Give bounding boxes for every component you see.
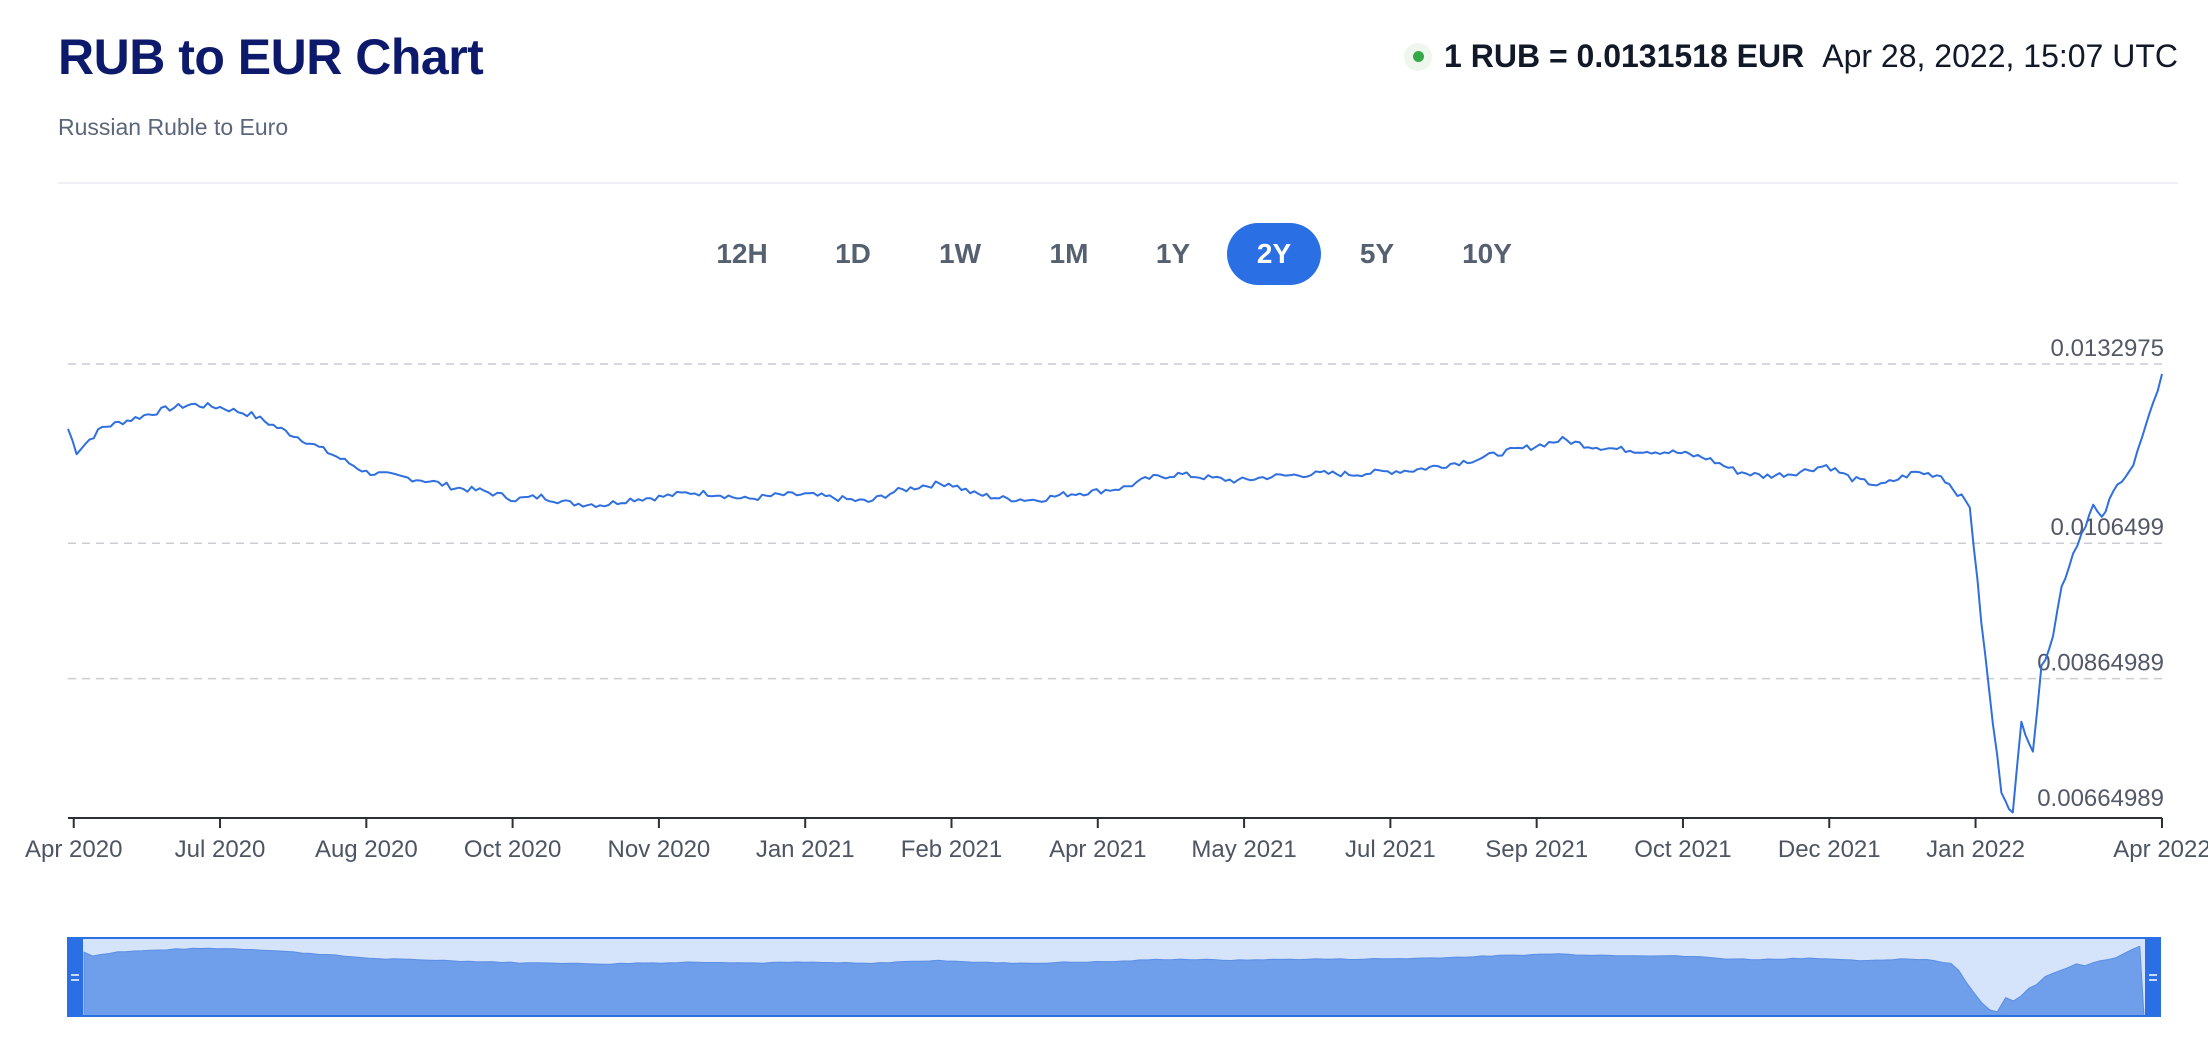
- x-tick-label: Apr 2021: [1049, 836, 1146, 863]
- x-tick-label: Nov 2020: [608, 836, 711, 863]
- navigator-handle-left[interactable]: [67, 937, 83, 1017]
- x-tick-label: Dec 2021: [1778, 836, 1881, 863]
- tab-5y[interactable]: 5Y: [1359, 238, 1395, 269]
- page-subtitle: Russian Ruble to Euro: [58, 114, 289, 140]
- tab-1w[interactable]: 1W: [939, 238, 981, 269]
- x-tick-label: Aug 2020: [315, 836, 418, 863]
- page-title: RUB to EUR Chart: [58, 29, 484, 85]
- range-tabs: 12H 1D 1W 1M 1Y 2Y 5Y 10Y: [0, 223, 2208, 285]
- x-tick-label: Jul 2021: [1345, 836, 1436, 863]
- y-tick-label: 0.0132975: [2051, 335, 2164, 362]
- range-navigator[interactable]: [0, 930, 2208, 1030]
- tab-2y[interactable]: 2Y: [1227, 223, 1321, 285]
- navigator-area: [83, 945, 2145, 1017]
- navigator-handle-right[interactable]: [2145, 937, 2161, 1017]
- x-tick-label: Sep 2021: [1485, 836, 1588, 863]
- rate-timestamp: Apr 28, 2022, 15:07 UTC: [1822, 38, 2178, 74]
- rate-value: 1 RUB = 0.0131518 EUR: [1444, 38, 1805, 74]
- x-tick-label: Jul 2020: [175, 836, 266, 863]
- x-tick-label: Oct 2021: [1634, 836, 1731, 863]
- x-tick-label: Feb 2021: [901, 836, 1002, 863]
- tab-1d[interactable]: 1D: [835, 238, 871, 269]
- y-tick-label: 0.0106499: [2051, 514, 2164, 541]
- live-rate: 1 RUB = 0.0131518 EUR Apr 28, 2022, 15:0…: [1404, 38, 2178, 75]
- line-chart[interactable]: 0.0132975 0.0106499 0.00864989 0.00664989 Ap…: [0, 330, 2208, 870]
- tab-12h[interactable]: 12H: [716, 238, 768, 269]
- x-tick-label: Jan 2021: [756, 836, 855, 863]
- tab-10y[interactable]: 10Y: [1462, 238, 1512, 269]
- y-tick-label: 0.00864989: [2037, 650, 2164, 677]
- tab-1m[interactable]: 1M: [1049, 238, 1089, 269]
- series-line: [67, 373, 2163, 814]
- header-divider: [58, 182, 2178, 184]
- tab-1y[interactable]: 1Y: [1155, 238, 1191, 269]
- live-status-icon: [1404, 42, 1433, 71]
- x-tick-label: Oct 2020: [464, 836, 561, 863]
- x-tick-label: Jan 2022: [1926, 836, 2025, 863]
- y-tick-label: 0.00664989: [2037, 785, 2164, 812]
- x-tick-label: Apr 2020: [25, 836, 122, 863]
- x-tick-label: May 2021: [1191, 836, 1296, 863]
- x-tick-label: Apr 2022: [2113, 836, 2208, 863]
